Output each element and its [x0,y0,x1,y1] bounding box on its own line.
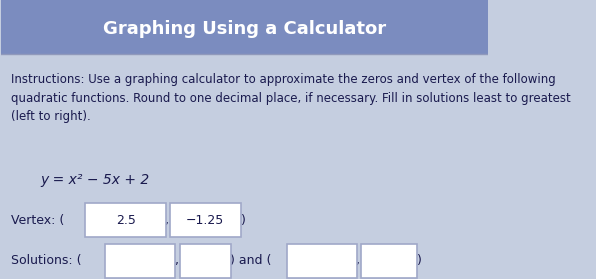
FancyBboxPatch shape [1,0,488,54]
Text: −1.25: −1.25 [186,213,225,227]
Text: Graphing Using a Calculator: Graphing Using a Calculator [103,20,386,38]
Text: Vertex: (: Vertex: ( [11,214,64,227]
FancyBboxPatch shape [361,244,417,278]
FancyBboxPatch shape [287,244,357,278]
FancyBboxPatch shape [105,244,175,278]
Text: ): ) [241,214,246,227]
Text: Solutions: (: Solutions: ( [11,254,82,267]
Text: ,: , [175,254,179,267]
Text: y = x² − 5x + 2: y = x² − 5x + 2 [41,173,150,187]
Text: ): ) [417,254,421,267]
FancyBboxPatch shape [170,203,241,237]
Text: ,: , [165,214,169,227]
FancyBboxPatch shape [180,244,231,278]
Text: Instructions: Use a graphing calculator to approximate the zeros and vertex of t: Instructions: Use a graphing calculator … [11,73,571,123]
Text: ,: , [356,254,360,267]
Text: ) and (: ) and ( [230,254,271,267]
FancyBboxPatch shape [85,203,166,237]
Text: 2.5: 2.5 [116,213,135,227]
